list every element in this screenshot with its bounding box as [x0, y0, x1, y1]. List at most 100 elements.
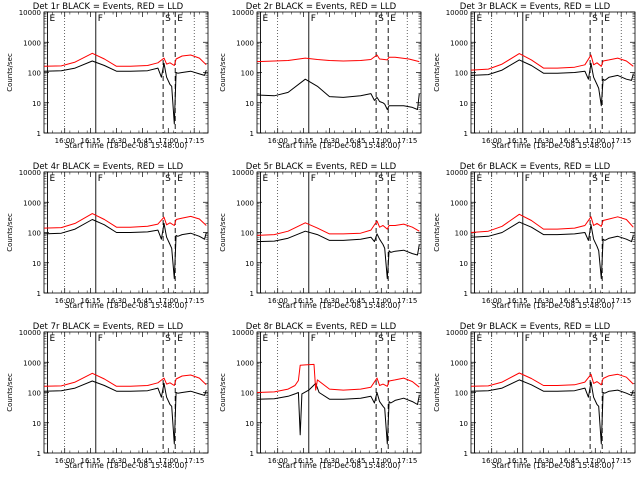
- event-marker-label: F: [311, 14, 316, 24]
- y-tick-label: 10000: [19, 169, 41, 177]
- y-tick-label: 10: [32, 420, 41, 428]
- y-tick-label: 1: [250, 450, 254, 458]
- chart-svg: Det 4r BLACK = Events, RED = LLD 1 10 100 10…: [6, 162, 209, 310]
- y-tick-label: 1000: [23, 199, 41, 207]
- y-tick-label: 10: [32, 260, 41, 268]
- chart-svg: Det 8r BLACK = Events, RED = LLD 1 10 100 10…: [219, 322, 422, 470]
- lld-series-line: [43, 372, 207, 387]
- event-marker-label: S: [165, 334, 171, 344]
- x-axis-label: Start Time (18-Dec-08 15:48:00): [491, 461, 613, 470]
- y-tick-label: 1: [37, 130, 41, 138]
- y-tick-label: 1000: [450, 199, 468, 207]
- event-marker-label: E: [391, 14, 397, 24]
- event-marker-label: E: [263, 14, 269, 24]
- y-tick-label: 1000: [450, 359, 468, 367]
- chart-svg: Det 1r BLACK = Events, RED = LLD 1 10 100 10…: [6, 2, 209, 150]
- x-tick-label: 16:45: [132, 137, 152, 145]
- x-axis-label: Start Time (18-Dec-08 15:48:00): [65, 141, 187, 150]
- plot-frame: [256, 331, 422, 454]
- y-tick-label: 10: [459, 420, 468, 428]
- lld-series-line: [43, 52, 207, 67]
- x-tick-label: 17:00: [585, 457, 605, 465]
- event-marker-label: F: [311, 334, 316, 344]
- x-axis-label: Start Time (18-Dec-08 15:48:00): [278, 141, 400, 150]
- x-tick-label: 16:15: [81, 457, 101, 465]
- y-tick-label: 1: [463, 450, 467, 458]
- x-tick-label: 16:00: [481, 297, 501, 305]
- x-tick-label: 17:15: [397, 137, 417, 145]
- y-tick-label: 1000: [450, 39, 468, 47]
- plot-frame: [256, 11, 422, 134]
- x-tick-label: 16:30: [533, 457, 553, 465]
- x-tick-label: 17:00: [585, 297, 605, 305]
- x-tick-label: 16:00: [268, 137, 288, 145]
- chart-title: Det 8r BLACK = Events, RED = LLD: [246, 322, 397, 332]
- event-marker-label: S: [165, 174, 171, 184]
- x-tick-label: 16:15: [507, 457, 527, 465]
- x-tick-label: 17:15: [397, 297, 417, 305]
- chart-panel: Det 4r BLACK = Events, RED = LLD 1 10 100 10…: [0, 160, 213, 320]
- chart-title: Det 9r BLACK = Events, RED = LLD: [459, 322, 610, 332]
- event-marker-label: S: [592, 334, 598, 344]
- y-tick-label: 1000: [23, 359, 41, 367]
- x-tick-label: 17:15: [184, 457, 204, 465]
- x-axis-label: Start Time (18-Dec-08 15:48:00): [491, 301, 613, 310]
- x-tick-label: 16:30: [533, 137, 553, 145]
- events-series-line: [470, 221, 634, 280]
- y-axis-label: Counts/sec: [6, 53, 14, 92]
- y-tick-label: 1: [463, 130, 467, 138]
- event-marker-label: F: [311, 174, 316, 184]
- y-tick-label: 100: [28, 70, 41, 78]
- x-tick-label: 16:30: [106, 297, 126, 305]
- x-tick-label: 16:00: [268, 457, 288, 465]
- events-series-line: [257, 382, 421, 445]
- chart-title: Det 7r BLACK = Events, RED = LLD: [33, 322, 184, 332]
- event-marker-label: E: [263, 334, 269, 344]
- chart-title: Det 1r BLACK = Events, RED = LLD: [33, 2, 184, 12]
- event-marker-label: S: [378, 14, 384, 24]
- y-tick-label: 100: [28, 230, 41, 238]
- lld-series-line: [43, 213, 207, 229]
- events-series-line: [470, 379, 634, 445]
- event-marker-label: E: [476, 174, 482, 184]
- chart-title: Det 4r BLACK = Events, RED = LLD: [33, 162, 184, 172]
- x-axis-label: Start Time (18-Dec-08 15:48:00): [491, 141, 613, 150]
- y-axis-label: Counts/sec: [219, 53, 227, 92]
- chart-panel: Det 5r BLACK = Events, RED = LLD 1 10 100 10…: [213, 160, 426, 320]
- y-tick-label: 1: [250, 290, 254, 298]
- x-tick-label: 16:45: [346, 297, 366, 305]
- events-series-line: [43, 380, 207, 445]
- x-tick-label: 17:00: [372, 457, 392, 465]
- x-axis-label: Start Time (18-Dec-08 15:48:00): [278, 461, 400, 470]
- x-tick-label: 17:00: [158, 297, 178, 305]
- chart-svg: Det 9r BLACK = Events, RED = LLD 1 10 100 10…: [433, 322, 636, 470]
- chart-svg: Det 3r BLACK = Events, RED = LLD 1 10 100 10…: [433, 2, 636, 150]
- y-tick-label: 10: [459, 260, 468, 268]
- y-tick-label: 10: [459, 100, 468, 108]
- x-axis-label: Start Time (18-Dec-08 15:48:00): [65, 301, 187, 310]
- event-marker-label: S: [592, 174, 598, 184]
- x-tick-label: 16:15: [81, 137, 101, 145]
- y-tick-label: 100: [454, 230, 467, 238]
- chart-title: Det 3r BLACK = Events, RED = LLD: [459, 2, 610, 12]
- event-marker-label: E: [49, 174, 55, 184]
- chart-svg: Det 6r BLACK = Events, RED = LLD 1 10 100 10…: [433, 162, 636, 310]
- event-marker-label: E: [391, 174, 397, 184]
- y-axis-label: Counts/sec: [219, 373, 227, 412]
- y-tick-label: 10: [32, 100, 41, 108]
- chart-panel: Det 9r BLACK = Events, RED = LLD 1 10 100 10…: [427, 320, 640, 480]
- x-tick-label: 16:45: [346, 457, 366, 465]
- y-axis-label: Counts/sec: [433, 373, 441, 412]
- chart-title: Det 6r BLACK = Events, RED = LLD: [459, 162, 610, 172]
- x-tick-label: 16:15: [294, 137, 314, 145]
- lld-series-line: [257, 363, 420, 393]
- chart-panel: Det 1r BLACK = Events, RED = LLD 1 10 100 10…: [0, 0, 213, 160]
- y-tick-label: 1000: [23, 39, 41, 47]
- chart-panel: Det 3r BLACK = Events, RED = LLD 1 10 100 10…: [427, 0, 640, 160]
- x-tick-label: 16:45: [559, 137, 579, 145]
- event-marker-label: E: [177, 174, 183, 184]
- x-tick-label: 16:45: [559, 457, 579, 465]
- chart-svg: Det 7r BLACK = Events, RED = LLD 1 10 100 10…: [6, 322, 209, 470]
- y-axis-label: Counts/sec: [219, 213, 227, 252]
